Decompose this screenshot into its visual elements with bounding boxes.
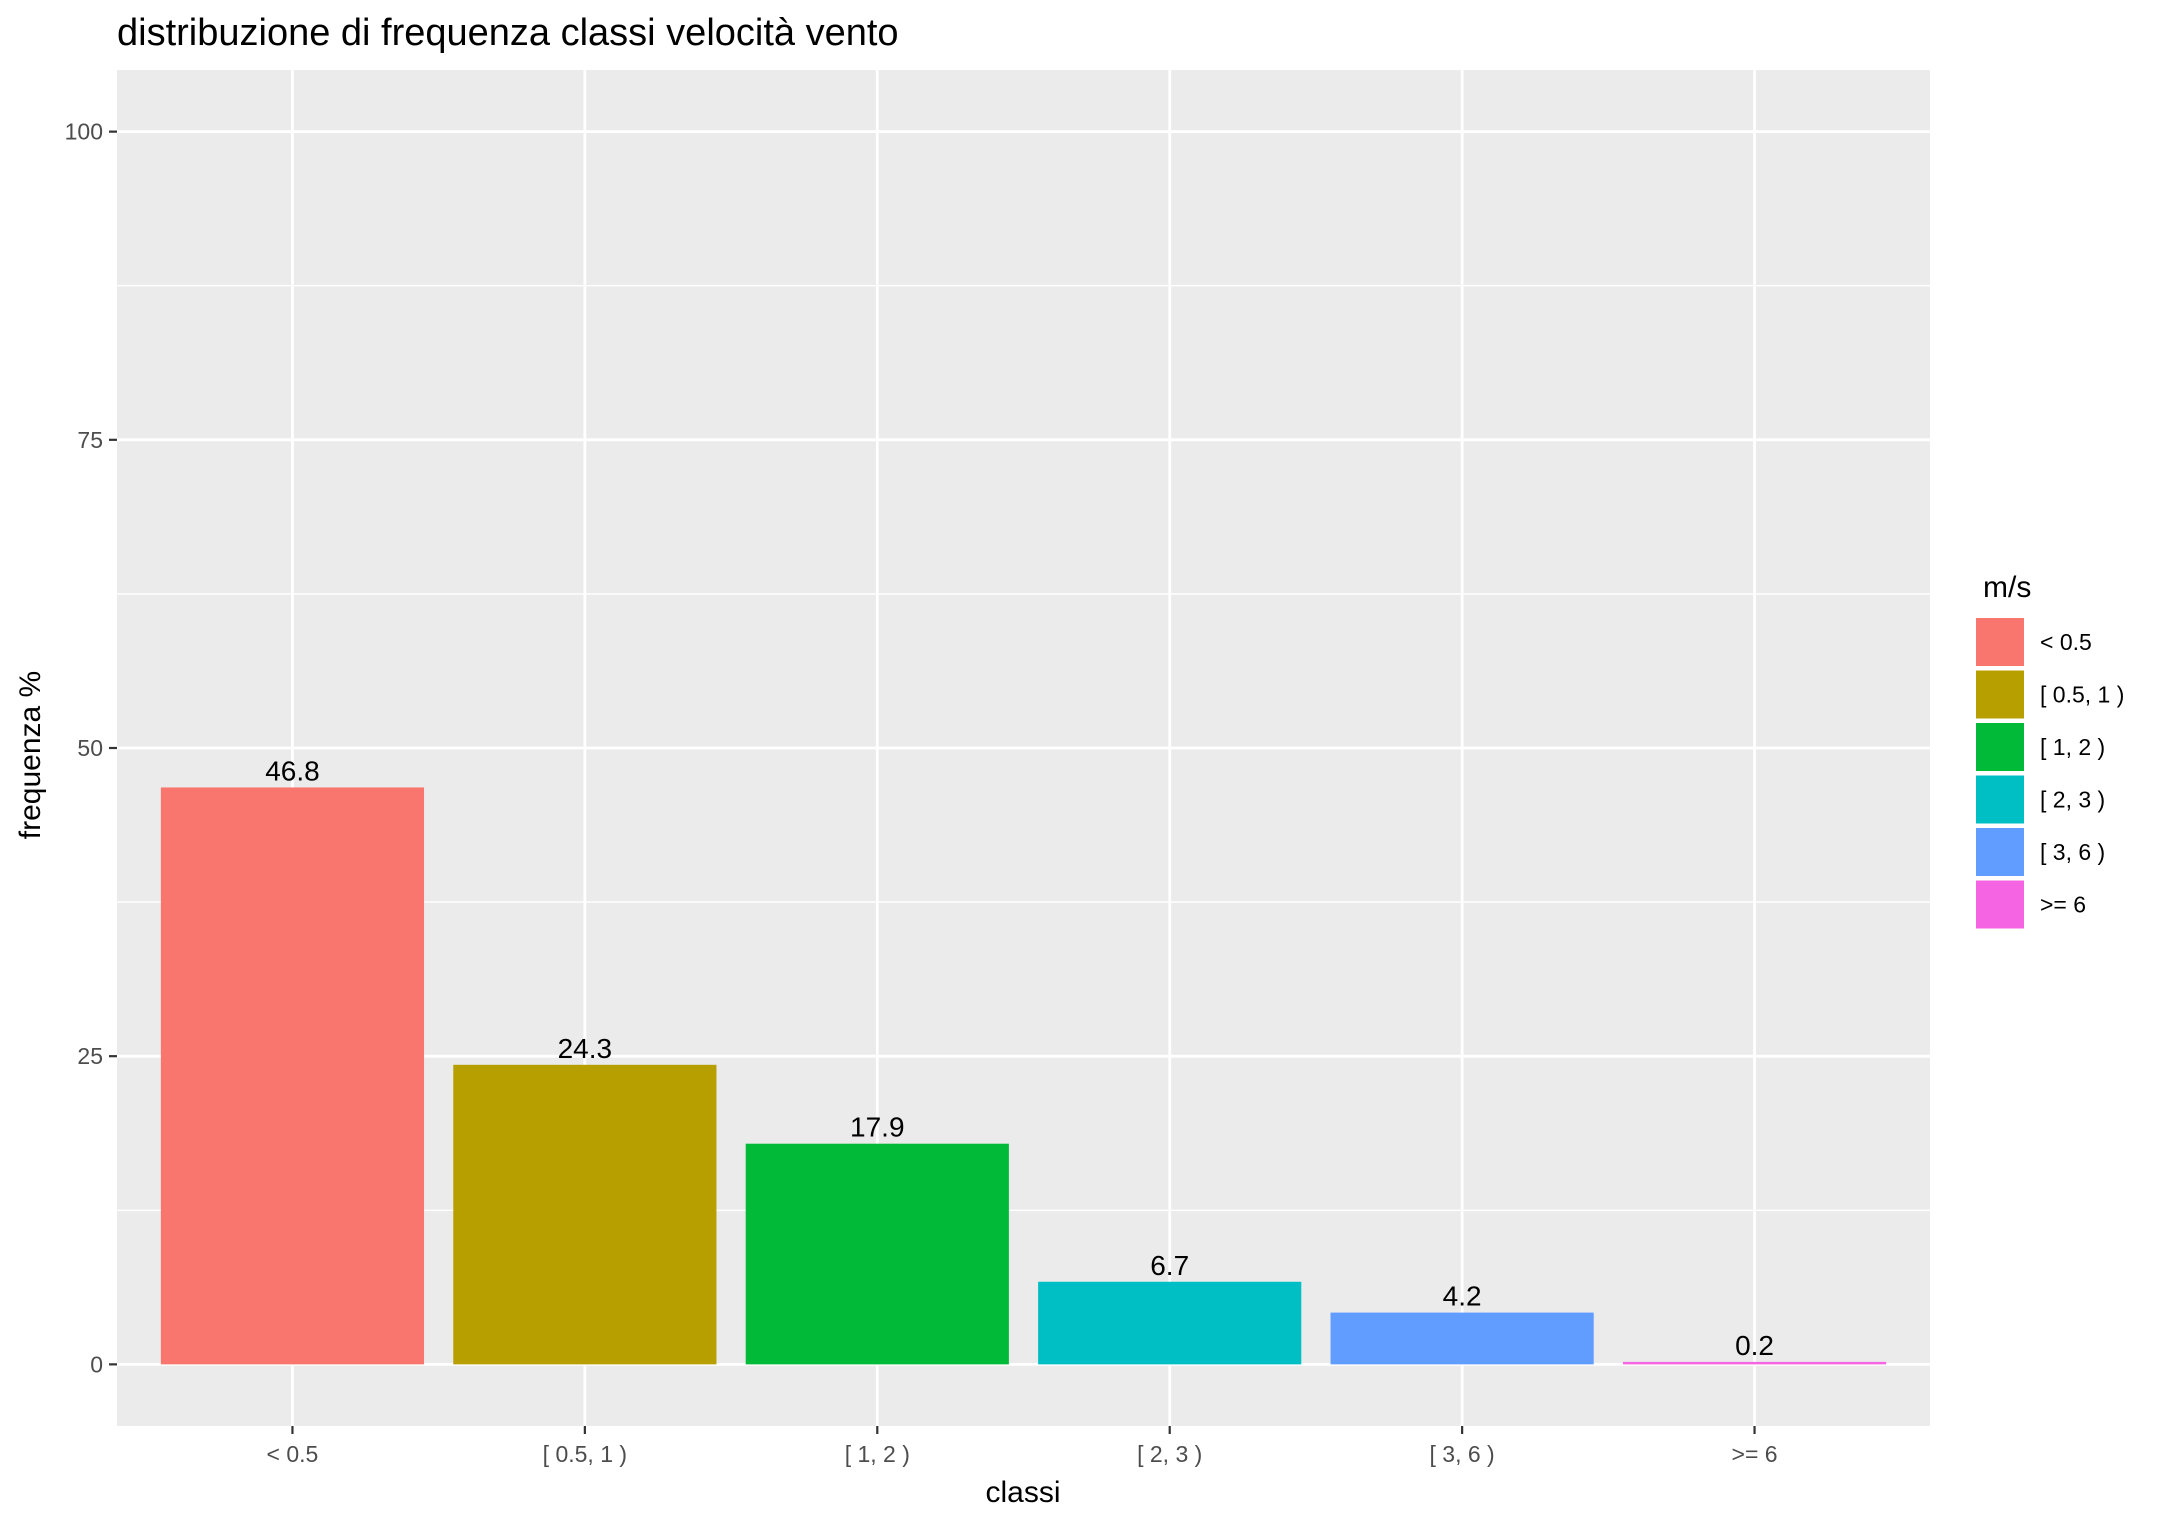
legend-label-3: [ 2, 3 ): [2040, 787, 2105, 813]
legend-label-1: [ 0.5, 1 ): [2040, 682, 2124, 708]
data-label-0: 46.8: [265, 755, 320, 786]
legend-key-1: [1976, 670, 2024, 719]
x-tick-label: [ 0.5, 1 ): [543, 1441, 627, 1467]
x-tick-label: [ 3, 6 ): [1430, 1441, 1495, 1467]
x-tick-label: [ 2, 3 ): [1137, 1441, 1202, 1467]
legend-key-2: [1976, 723, 2024, 771]
bar-3: [1038, 1281, 1302, 1365]
y-tick-label: 50: [77, 735, 103, 761]
data-label-4: 4.2: [1443, 1281, 1482, 1312]
bar-4: [1330, 1312, 1594, 1365]
x-axis: < 0.5 [ 0.5, 1 ) [ 1, 2 ) [ 2, 3 ) [ 3, 6 ) >…: [267, 1426, 1778, 1467]
legend-key-0: [1976, 618, 2024, 666]
x-tick-label: >= 6: [1732, 1441, 1778, 1467]
data-label-5: 0.2: [1735, 1330, 1774, 1361]
legend-key-3: [1976, 775, 2024, 824]
bar-1: [453, 1064, 717, 1365]
data-label-2: 17.9: [850, 1112, 905, 1143]
legend-label-0: < 0.5: [2040, 629, 2092, 655]
y-tick-label: 0: [90, 1351, 103, 1377]
x-tick-label: < 0.5: [267, 1441, 319, 1467]
bar-0: [160, 787, 425, 1365]
legend: m/s < 0.5 [ 0.5, 1 ) [ 1, 2 ) [ 2, 3 ) [ 3, …: [1976, 571, 2124, 929]
y-axis-title: frequenza %: [14, 671, 47, 839]
legend-label-5: >= 6: [2040, 892, 2086, 918]
plot-panel: 46.8 24.3 17.9 6.7 4.2 0.2: [117, 70, 1930, 1426]
y-axis: 0 25 50 75 100: [65, 119, 117, 1377]
x-tick-label: [ 1, 2 ): [845, 1441, 910, 1467]
chart-title: distribuzione di frequenza classi veloci…: [117, 12, 899, 54]
bar-2: [745, 1143, 1009, 1365]
legend-title: m/s: [1983, 571, 2031, 604]
legend-key-5: [1976, 880, 2024, 929]
bar-5: [1622, 1361, 1887, 1365]
legend-label-2: [ 1, 2 ): [2040, 734, 2105, 760]
y-tick-label: 75: [77, 427, 103, 453]
y-tick-label: 25: [77, 1043, 103, 1069]
data-label-1: 24.3: [558, 1033, 613, 1064]
data-label-3: 6.7: [1150, 1250, 1189, 1281]
legend-key-4: [1976, 828, 2024, 876]
x-axis-title: classi: [985, 1476, 1060, 1509]
legend-label-4: [ 3, 6 ): [2040, 839, 2105, 865]
y-tick-label: 100: [65, 119, 103, 145]
